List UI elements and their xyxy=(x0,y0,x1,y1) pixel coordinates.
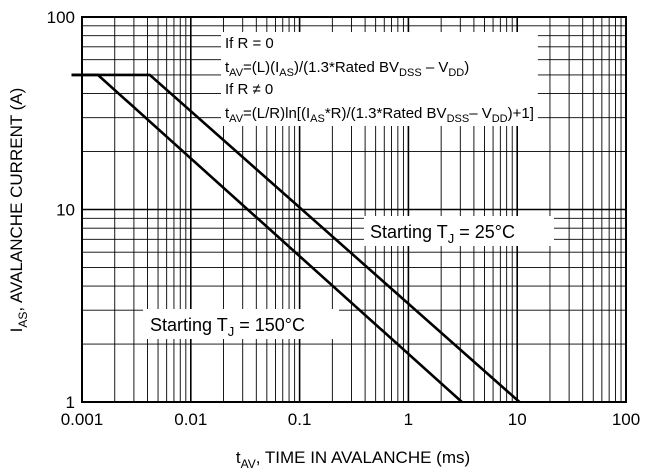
annotation-line-4: tAV=(L/R)ln[(IAS*R)/(1.3*Rated BVDSS– VD… xyxy=(225,105,534,125)
x-tick-label: 0.1 xyxy=(288,410,312,429)
formula-annotations: If R = 0 tAV=(L)(IAS)/(1.3*Rated BVDSS –… xyxy=(221,32,538,126)
x-tick-label: 0.001 xyxy=(61,410,104,429)
annotation-line-1: If R = 0 xyxy=(225,35,274,52)
y-tick-label: 10 xyxy=(56,201,75,220)
series-label-150c: Starting TJ = 150°C xyxy=(150,315,305,339)
series-label-25c: Starting TJ = 25°C xyxy=(370,222,515,246)
annotation-line-3: If R ≠ 0 xyxy=(225,81,273,98)
tick-labels: 0.001 0.01 0.1 1 10 100 1 10 100 xyxy=(47,8,641,429)
series-line-1 xyxy=(71,73,463,403)
y-axis-title: IAS, AVALANCHE CURRENT (A) xyxy=(7,88,30,333)
series-lines xyxy=(71,73,521,403)
x-tick-label: 1 xyxy=(404,410,413,429)
annotation-background xyxy=(221,32,538,126)
y-tick-label: 100 xyxy=(47,8,75,27)
y-tick-label: 1 xyxy=(66,393,75,412)
x-tick-label: 10 xyxy=(508,410,527,429)
series-label-150c-background xyxy=(143,309,339,339)
plot-frame xyxy=(81,16,627,403)
x-axis-title: tAV, TIME IN AVALANCHE (ms) xyxy=(236,448,470,471)
series-label-25c-background xyxy=(364,216,554,246)
annotation-line-2: tAV=(L)(IAS)/(1.3*Rated BVDSS – VDD) xyxy=(225,59,469,79)
x-tick-label: 100 xyxy=(612,410,640,429)
x-tick-label: 0.01 xyxy=(174,410,207,429)
